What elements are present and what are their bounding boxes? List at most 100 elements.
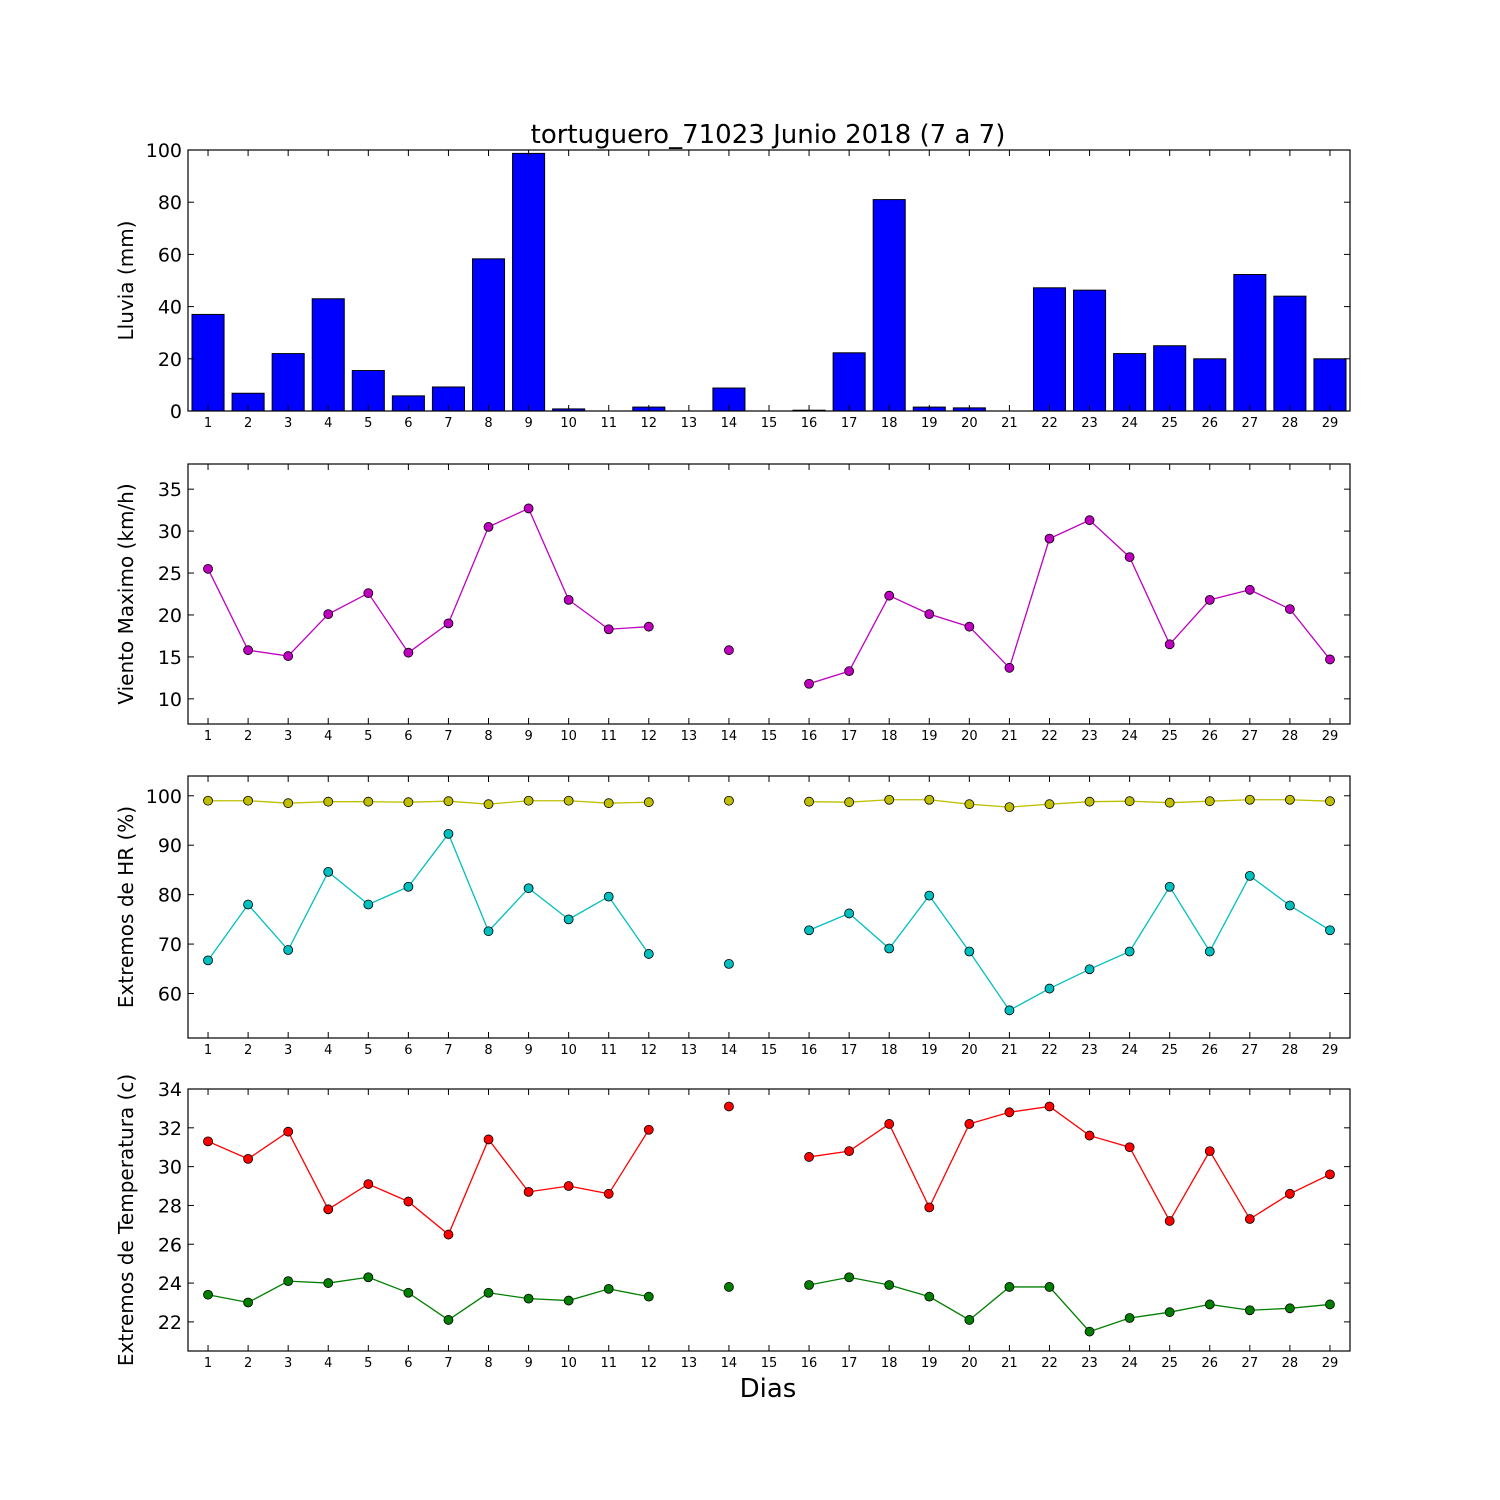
xtick-label: 27 — [1242, 729, 1259, 744]
ytick-label: 90 — [158, 835, 182, 857]
series-1-line — [208, 800, 649, 805]
xtick-label: 17 — [841, 729, 858, 744]
series-1-point-day-18 — [884, 794, 895, 805]
xtick-label: 2 — [244, 729, 252, 744]
xtick-label: 21 — [1001, 416, 1018, 431]
series-1-point-day-18 — [884, 1119, 895, 1129]
series-1-point-day-26 — [1204, 1146, 1215, 1157]
xtick-label: 4 — [324, 1043, 332, 1058]
series-1-point-day-28 — [1284, 1188, 1295, 1199]
series-1-point-day-16 — [804, 796, 814, 807]
xtick-label: 23 — [1081, 1356, 1098, 1371]
bar-day-23 — [1073, 289, 1107, 412]
xtick-label: 12 — [641, 416, 658, 431]
series-1-point-day-20 — [964, 1119, 975, 1129]
xtick-label: 14 — [721, 416, 738, 431]
ytick-label: 30 — [158, 1157, 182, 1179]
series-1-line — [809, 799, 1330, 808]
xtick-label: 28 — [1282, 416, 1299, 431]
xtick-label: 8 — [484, 416, 492, 431]
series-1-point-day-24 — [1124, 796, 1135, 807]
xtick-label: 1 — [204, 416, 212, 431]
series-1-point-day-18 — [884, 590, 895, 601]
xtick-label: 2 — [244, 1356, 252, 1371]
xtick-label: 27 — [1242, 1043, 1259, 1058]
y-axis-label: Extremos de Temperatura (c) — [114, 1074, 138, 1366]
xtick-label: 14 — [721, 1043, 738, 1058]
series-2-point-day-24 — [1124, 946, 1135, 957]
series-1-point-day-19 — [924, 794, 935, 805]
series-1-point-day-7 — [443, 1229, 454, 1240]
xtick-label: 26 — [1201, 416, 1218, 431]
series-1-point-day-26 — [1204, 796, 1215, 807]
xtick-label: 16 — [801, 1356, 818, 1371]
xtick-label: 28 — [1282, 729, 1299, 744]
series-2-point-day-7 — [443, 1315, 454, 1325]
xtick-label: 24 — [1121, 729, 1138, 744]
bar-day-1 — [191, 313, 225, 412]
ytick-label: 10 — [158, 689, 182, 711]
xtick-label: 16 — [801, 729, 818, 744]
ytick-label: 100 — [146, 140, 182, 162]
xtick-label: 21 — [1001, 1043, 1018, 1058]
series-1-point-day-3 — [283, 798, 294, 809]
xtick-label: 28 — [1282, 1043, 1299, 1058]
series-2-point-day-22 — [1044, 983, 1055, 994]
x-axis-label: Dias — [740, 1374, 797, 1404]
series-1-point-day-26 — [1204, 594, 1215, 605]
series-1-point-day-23 — [1084, 515, 1095, 526]
xtick-label: 1 — [204, 1043, 212, 1058]
xtick-label: 7 — [444, 416, 452, 431]
series-1-point-day-6 — [403, 797, 414, 808]
xtick-label: 22 — [1041, 1043, 1058, 1058]
series-2-point-day-11 — [603, 1283, 614, 1294]
xtick-label: 5 — [364, 729, 372, 744]
series-2-point-day-28 — [1284, 1303, 1295, 1314]
ytick-label: 40 — [158, 297, 182, 319]
xtick-label: 18 — [881, 1356, 898, 1371]
series-1-point-day-1 — [203, 795, 213, 806]
bar-day-22 — [1032, 287, 1067, 412]
xtick-label: 9 — [524, 729, 532, 744]
xtick-label: 8 — [484, 1043, 492, 1058]
xtick-label: 17 — [841, 1356, 858, 1371]
series-2-point-day-18 — [884, 943, 895, 954]
xtick-label: 6 — [404, 1043, 412, 1058]
xtick-label: 1 — [204, 1356, 212, 1371]
xtick-label: 15 — [761, 416, 778, 431]
xtick-label: 29 — [1322, 1356, 1339, 1371]
series-1-point-day-22 — [1044, 799, 1055, 810]
series-2-point-day-9 — [523, 1293, 534, 1304]
xtick-label: 10 — [560, 729, 577, 744]
xtick-label: 26 — [1201, 1043, 1218, 1058]
ytick-label: 35 — [158, 479, 182, 501]
series-2-point-day-10 — [563, 1295, 574, 1306]
series-1-point-day-27 — [1244, 1214, 1255, 1224]
series-1-point-day-6 — [403, 1196, 414, 1207]
series-1-point-day-28 — [1284, 604, 1295, 614]
series-1-point-day-9 — [523, 503, 534, 514]
series-2-point-day-29 — [1325, 925, 1335, 936]
series-1-point-day-3 — [283, 1126, 294, 1137]
xtick-label: 5 — [364, 1356, 372, 1371]
series-1-point-day-20 — [964, 799, 975, 810]
ytick-label: 32 — [158, 1118, 182, 1140]
series-2-point-day-7 — [443, 828, 454, 839]
series-2-point-day-16 — [804, 1280, 814, 1290]
xtick-label: 7 — [444, 729, 452, 744]
series-1-point-day-25 — [1164, 639, 1175, 650]
series-1-point-day-21 — [1004, 662, 1015, 673]
series-2-point-day-20 — [964, 946, 975, 957]
xtick-label: 13 — [681, 729, 698, 744]
y-axis-label: Viento Maximo (km/h) — [114, 483, 138, 704]
xtick-label: 24 — [1121, 1356, 1138, 1371]
xtick-label: 20 — [961, 1043, 978, 1058]
ytick-label: 24 — [158, 1273, 182, 1295]
series-1-point-day-23 — [1084, 796, 1095, 807]
xtick-label: 22 — [1041, 1356, 1058, 1371]
series-1-point-day-24 — [1124, 1142, 1135, 1153]
series-1-point-day-2 — [243, 645, 254, 656]
xtick-label: 14 — [721, 729, 738, 744]
series-2-point-day-6 — [403, 881, 414, 892]
